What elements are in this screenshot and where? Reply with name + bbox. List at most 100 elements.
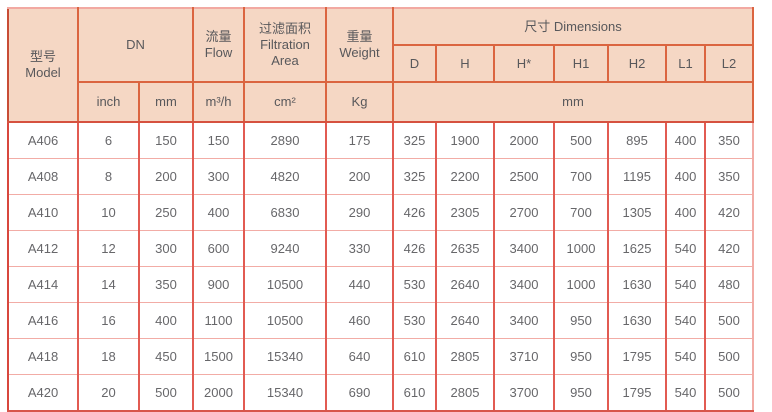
value-cell: 15340 (243, 374, 327, 412)
header-flow-zh: 流量 (205, 29, 232, 44)
value-cell: 530 (392, 266, 437, 303)
header-dim-h1: H1 (553, 44, 609, 83)
header-dim-hstar: H* (493, 44, 555, 83)
value-cell: 300 (138, 230, 194, 267)
value-cell: 10 (77, 194, 140, 231)
value-cell: 1625 (607, 230, 667, 267)
value-cell: 480 (704, 266, 754, 303)
value-cell: 460 (325, 302, 394, 339)
value-cell: 530 (392, 302, 437, 339)
value-cell: 2000 (493, 121, 555, 159)
value-cell: 1000 (553, 266, 609, 303)
value-cell: 200 (138, 158, 194, 195)
value-cell: 350 (138, 266, 194, 303)
header-model-zh: 型号 (29, 49, 56, 64)
model-cell: A416 (7, 302, 79, 339)
value-cell: 540 (665, 338, 706, 375)
value-cell: 16 (77, 302, 140, 339)
unit-weight: Kg (325, 81, 394, 123)
table-row: A420 20 500 2000 15340 690 610 2805 3700 950 1795 5… (7, 374, 754, 412)
value-cell: 900 (192, 266, 245, 303)
value-cell: 15340 (243, 338, 327, 375)
value-cell: 330 (325, 230, 394, 267)
header-row-units: inch mm m³/h cm² Kg mm (8, 81, 754, 123)
model-cell: A412 (7, 230, 79, 267)
value-cell: 1795 (607, 338, 667, 375)
value-cell: 300 (192, 158, 245, 195)
value-cell: 20 (77, 374, 140, 412)
value-cell: 700 (553, 158, 609, 195)
value-cell: 610 (392, 374, 437, 412)
value-cell: 10500 (243, 302, 327, 339)
value-cell: 400 (665, 121, 706, 159)
value-cell: 500 (553, 121, 609, 159)
value-cell: 450 (138, 338, 194, 375)
value-cell: 10500 (243, 266, 327, 303)
value-cell: 2500 (493, 158, 555, 195)
header-weight-en: Weight (339, 45, 380, 60)
value-cell: 2890 (243, 121, 327, 159)
value-cell: 3700 (493, 374, 555, 412)
unit-dims-mm: mm (392, 81, 754, 123)
header-filtration-en-2: Area (271, 53, 299, 68)
value-cell: 1000 (553, 230, 609, 267)
value-cell: 18 (77, 338, 140, 375)
value-cell: 350 (704, 158, 754, 195)
table-row: A416 16 400 1100 10500 460 530 2640 3400 950 1630 5… (7, 302, 754, 339)
header-dimensions: 尺寸 Dimensions (392, 7, 754, 46)
table-row: A408 8 200 300 4820 200 325 2200 2500 700 1195 400 3… (7, 158, 754, 195)
table-row: A414 14 350 900 10500 440 530 2640 3400 1000 1630 5… (7, 266, 754, 303)
value-cell: 420 (704, 194, 754, 231)
value-cell: 150 (138, 121, 194, 159)
header-row-1: 型号 Model DN 流量 Flow 过滤面积 Filtration Area… (7, 7, 754, 123)
value-cell: 9240 (243, 230, 327, 267)
value-cell: 1795 (607, 374, 667, 412)
model-cell: A406 (7, 121, 79, 159)
value-cell: 2640 (435, 302, 495, 339)
model-cell: A410 (7, 194, 79, 231)
value-cell: 2805 (435, 338, 495, 375)
unit-inch: inch (77, 81, 140, 123)
header-model: 型号 Model (7, 7, 79, 123)
header-dn: DN (77, 7, 194, 83)
value-cell: 440 (325, 266, 394, 303)
value-cell: 500 (704, 302, 754, 339)
value-cell: 540 (665, 302, 706, 339)
table-row: A406 6 150 150 2890 175 325 1900 2000 500 895 400 35… (7, 121, 754, 159)
value-cell: 1900 (435, 121, 495, 159)
value-cell: 420 (704, 230, 754, 267)
value-cell: 3400 (493, 230, 555, 267)
value-cell: 500 (704, 374, 754, 412)
value-cell: 14 (77, 266, 140, 303)
value-cell: 325 (392, 121, 437, 159)
value-cell: 1100 (192, 302, 245, 339)
value-cell: 1500 (192, 338, 245, 375)
header-weight: 重量 Weight (325, 7, 394, 83)
unit-mm: mm (138, 81, 194, 123)
value-cell: 540 (665, 230, 706, 267)
header-dim-d: D (392, 44, 437, 83)
header-filtration-zh: 过滤面积 (258, 21, 311, 36)
value-cell: 540 (665, 374, 706, 412)
value-cell: 175 (325, 121, 394, 159)
header-filtration-en-1: Filtration (260, 37, 310, 52)
value-cell: 895 (607, 121, 667, 159)
header-dim-h: H (435, 44, 495, 83)
table-row: A410 10 250 400 6830 290 426 2305 2700 700 1305 400… (7, 194, 754, 231)
header-dim-h2: H2 (607, 44, 667, 83)
value-cell: 2805 (435, 374, 495, 412)
value-cell: 690 (325, 374, 394, 412)
unit-area: cm² (243, 81, 327, 123)
value-cell: 6830 (243, 194, 327, 231)
value-cell: 950 (553, 302, 609, 339)
model-cell: A408 (7, 158, 79, 195)
value-cell: 426 (392, 194, 437, 231)
value-cell: 12 (77, 230, 140, 267)
value-cell: 2000 (192, 374, 245, 412)
value-cell: 8 (77, 158, 140, 195)
header-dim-l1: L1 (665, 44, 706, 83)
spec-table-body: A406 6 150 150 2890 175 325 1900 2000 500 895 400 35… (7, 121, 754, 412)
value-cell: 950 (553, 374, 609, 412)
value-cell: 3400 (493, 266, 555, 303)
